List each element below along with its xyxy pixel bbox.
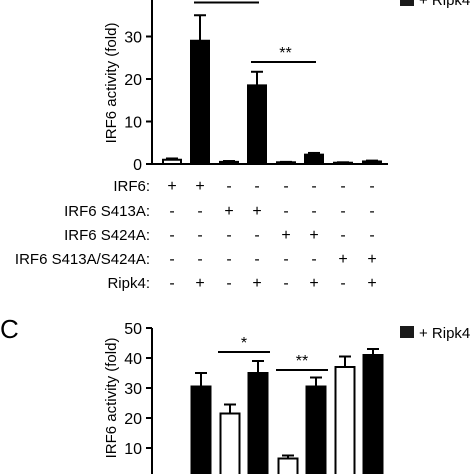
- condition-mark: -: [369, 227, 374, 244]
- chart-top-bar: [219, 160, 239, 165]
- chart-top-y-tick-label: 30: [124, 30, 142, 47]
- condition-mark: -: [311, 203, 316, 220]
- chart-top-panel: IRF6 activity (fold) + Ripk4 0102030***I…: [15, 0, 470, 292]
- condition-mark: -: [340, 275, 345, 292]
- chart-top-y-axis-label: IRF6 activity (fold): [103, 23, 120, 144]
- chart-top-legend: + Ripk4: [400, 0, 470, 9]
- chart-top-bar: [362, 160, 382, 165]
- condition-row-label: IRF6 S413A:: [64, 203, 150, 220]
- chart-bottom-y-tick-label: 50: [124, 321, 142, 338]
- chart-top-significance-label: *: [225, 0, 231, 3]
- condition-mark: -: [197, 251, 202, 268]
- condition-mark: -: [283, 275, 288, 292]
- chart-top-bar: [162, 158, 182, 165]
- chart-top-legend-swatch: [400, 0, 414, 6]
- condition-row-label: IRF6 S413A/S424A:: [15, 251, 150, 268]
- chart-bottom-y-axis-label: IRF6 activity (fold): [103, 338, 120, 459]
- condition-mark: -: [226, 227, 231, 244]
- condition-mark: +: [367, 251, 376, 268]
- chart-top-bar: [304, 153, 324, 165]
- chart-bottom-y-tick-label: 30: [124, 381, 142, 398]
- chart-bottom-bar: [362, 354, 384, 474]
- condition-mark: -: [369, 178, 374, 195]
- chart-top-bar: [247, 84, 267, 165]
- chart-bottom-bar: [334, 366, 356, 474]
- condition-mark: +: [309, 275, 318, 292]
- chart-bottom-y-tick-label: 10: [124, 441, 142, 458]
- chart-top-bar: [333, 161, 353, 166]
- condition-mark: -: [226, 178, 231, 195]
- chart-bottom-bar: [190, 385, 212, 474]
- chart-bottom-y-tick-label: 20: [124, 411, 142, 428]
- condition-mark: -: [169, 203, 174, 220]
- condition-mark: -: [169, 275, 174, 292]
- chart-top-bar: [190, 39, 210, 165]
- condition-mark: -: [311, 251, 316, 268]
- condition-row-label: IRF6 S424A:: [64, 227, 150, 244]
- condition-mark: -: [226, 251, 231, 268]
- condition-mark: +: [224, 203, 233, 220]
- chart-bottom-legend: + Ripk4: [400, 325, 470, 342]
- chart-bottom-bar: [305, 385, 327, 474]
- condition-mark: -: [369, 203, 374, 220]
- condition-mark: +: [338, 251, 347, 268]
- chart-bottom-bar: [277, 457, 299, 474]
- condition-mark: +: [252, 203, 261, 220]
- condition-mark: -: [311, 178, 316, 195]
- condition-mark: -: [226, 275, 231, 292]
- chart-bottom-bar: [219, 412, 241, 474]
- chart-bottom-legend-label: + Ripk4: [419, 325, 470, 342]
- condition-row-label: Ripk4:: [107, 275, 150, 292]
- chart-top-significance-label: **: [279, 45, 291, 62]
- condition-mark: -: [340, 203, 345, 220]
- condition-mark: +: [281, 227, 290, 244]
- condition-mark: +: [195, 178, 204, 195]
- chart-bottom-legend-swatch: [400, 326, 414, 338]
- condition-mark: -: [254, 227, 259, 244]
- chart-bottom-panel-letter: C: [0, 314, 19, 344]
- chart-top-legend-label: + Ripk4: [419, 0, 470, 9]
- condition-mark: +: [367, 275, 376, 292]
- chart-top-y-tick-label: 0: [133, 157, 142, 174]
- condition-mark: -: [169, 227, 174, 244]
- chart-bottom-panel: C IRF6 activity (fold) + Ripk4 10 20 30 40 5…: [0, 314, 470, 474]
- condition-row-label: IRF6:: [113, 178, 150, 195]
- chart-bottom-significance-label: **: [296, 353, 308, 370]
- condition-mark: -: [283, 203, 288, 220]
- chart-top-y-tick-label: 20: [124, 72, 142, 89]
- chart-bottom-y-tick-label: 40: [124, 351, 142, 368]
- chart-bottom-significance-label: *: [241, 335, 247, 352]
- condition-mark: -: [340, 227, 345, 244]
- condition-mark: +: [252, 275, 261, 292]
- condition-mark: -: [197, 203, 202, 220]
- condition-mark: -: [197, 227, 202, 244]
- condition-mark: -: [283, 178, 288, 195]
- condition-mark: -: [169, 251, 174, 268]
- chart-top-y-tick-label: 10: [124, 115, 142, 132]
- condition-mark: +: [167, 178, 176, 195]
- condition-mark: -: [254, 178, 259, 195]
- condition-mark: -: [283, 251, 288, 268]
- condition-mark: +: [195, 275, 204, 292]
- chart-bottom-bar: [247, 372, 269, 474]
- condition-mark: -: [340, 178, 345, 195]
- condition-mark: -: [254, 251, 259, 268]
- chart-top-bar: [276, 161, 296, 166]
- condition-mark: +: [309, 227, 318, 244]
